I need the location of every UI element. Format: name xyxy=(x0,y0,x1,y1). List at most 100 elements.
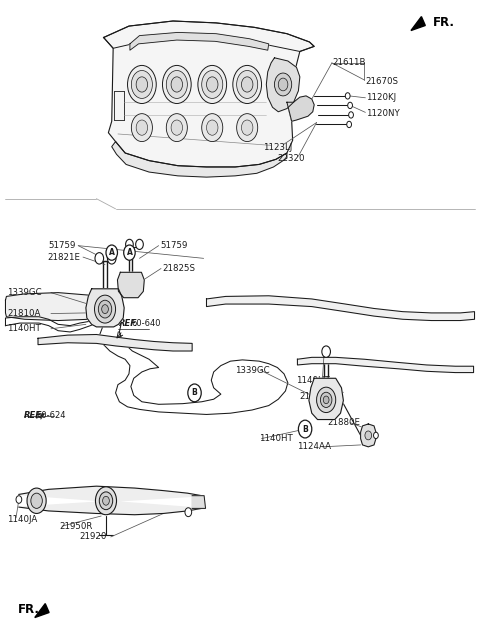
Polygon shape xyxy=(411,17,425,31)
Text: 21670S: 21670S xyxy=(365,77,398,86)
Circle shape xyxy=(206,77,218,92)
Text: 1140HT: 1140HT xyxy=(297,376,330,385)
Text: A: A xyxy=(127,248,132,257)
Circle shape xyxy=(237,114,258,142)
Circle shape xyxy=(103,496,109,505)
Circle shape xyxy=(206,120,218,135)
Text: 60-624: 60-624 xyxy=(36,411,66,420)
Circle shape xyxy=(132,71,153,99)
Circle shape xyxy=(106,245,118,260)
Text: 1123LJ: 1123LJ xyxy=(263,143,292,152)
Polygon shape xyxy=(104,21,314,167)
Text: 21880E: 21880E xyxy=(327,418,360,427)
Text: 1339GC: 1339GC xyxy=(7,288,42,297)
Circle shape xyxy=(278,78,288,91)
Polygon shape xyxy=(192,495,205,508)
Circle shape xyxy=(373,432,378,439)
Text: 21821E: 21821E xyxy=(48,252,81,261)
Polygon shape xyxy=(86,289,124,327)
Circle shape xyxy=(136,120,148,135)
Circle shape xyxy=(126,239,133,249)
Circle shape xyxy=(162,66,191,104)
Circle shape xyxy=(16,495,22,503)
Circle shape xyxy=(136,239,144,249)
Circle shape xyxy=(132,114,153,142)
Circle shape xyxy=(198,66,227,104)
Polygon shape xyxy=(35,604,49,618)
Circle shape xyxy=(128,66,156,104)
Circle shape xyxy=(275,73,292,96)
Text: 1124AA: 1124AA xyxy=(298,442,331,452)
Text: 51759: 51759 xyxy=(160,241,188,250)
Circle shape xyxy=(317,387,336,413)
Circle shape xyxy=(171,77,182,92)
Text: 21830: 21830 xyxy=(300,392,327,401)
Text: 21950R: 21950R xyxy=(59,522,93,530)
Circle shape xyxy=(124,245,135,260)
Text: 60-640: 60-640 xyxy=(131,319,160,328)
Text: 21611B: 21611B xyxy=(333,59,366,67)
Circle shape xyxy=(202,71,223,99)
Circle shape xyxy=(345,93,350,99)
Circle shape xyxy=(102,305,108,314)
Polygon shape xyxy=(19,486,202,515)
Polygon shape xyxy=(118,272,144,298)
Text: 51759: 51759 xyxy=(48,241,76,250)
Polygon shape xyxy=(360,424,376,447)
Polygon shape xyxy=(287,96,314,121)
Text: A: A xyxy=(109,248,115,257)
Polygon shape xyxy=(112,142,287,177)
Circle shape xyxy=(323,396,329,404)
Text: 1140HT: 1140HT xyxy=(7,324,41,333)
Circle shape xyxy=(188,384,201,402)
Circle shape xyxy=(166,71,187,99)
Circle shape xyxy=(185,508,192,516)
Circle shape xyxy=(99,492,113,509)
Circle shape xyxy=(95,295,116,323)
Polygon shape xyxy=(206,296,475,321)
Text: 1140HT: 1140HT xyxy=(259,434,293,443)
Text: REF.: REF. xyxy=(24,411,43,420)
Circle shape xyxy=(322,346,330,357)
Polygon shape xyxy=(38,335,192,351)
Polygon shape xyxy=(266,58,300,112)
Circle shape xyxy=(95,252,104,264)
Circle shape xyxy=(27,488,46,513)
Circle shape xyxy=(237,71,258,99)
Circle shape xyxy=(136,77,148,92)
Circle shape xyxy=(241,120,253,135)
Polygon shape xyxy=(298,357,474,373)
Circle shape xyxy=(31,493,42,508)
Circle shape xyxy=(299,420,312,438)
Text: 21920: 21920 xyxy=(79,532,107,541)
Circle shape xyxy=(202,114,223,142)
Text: B: B xyxy=(192,389,197,398)
Circle shape xyxy=(365,431,372,440)
Text: 1339GC: 1339GC xyxy=(235,366,270,375)
Text: FR.: FR. xyxy=(17,604,39,616)
Circle shape xyxy=(108,252,116,264)
Circle shape xyxy=(347,121,351,128)
Circle shape xyxy=(233,66,262,104)
Text: 22320: 22320 xyxy=(277,154,305,163)
Circle shape xyxy=(171,120,182,135)
Text: 21825S: 21825S xyxy=(162,264,195,273)
Polygon shape xyxy=(104,21,314,52)
Circle shape xyxy=(241,77,253,92)
Text: FR.: FR. xyxy=(432,16,455,29)
Circle shape xyxy=(321,392,332,408)
Circle shape xyxy=(166,114,187,142)
Polygon shape xyxy=(5,293,105,321)
Polygon shape xyxy=(130,32,269,50)
Text: REF.: REF. xyxy=(119,319,138,328)
Text: 1120NY: 1120NY xyxy=(366,109,400,118)
Text: 1120KJ: 1120KJ xyxy=(366,93,396,102)
Circle shape xyxy=(348,112,353,118)
Text: 21810A: 21810A xyxy=(7,309,41,318)
Polygon shape xyxy=(309,378,343,420)
Text: B: B xyxy=(302,425,308,434)
Text: 1140JA: 1140JA xyxy=(7,515,37,524)
Circle shape xyxy=(96,487,117,515)
Circle shape xyxy=(348,102,352,109)
Circle shape xyxy=(98,300,112,318)
